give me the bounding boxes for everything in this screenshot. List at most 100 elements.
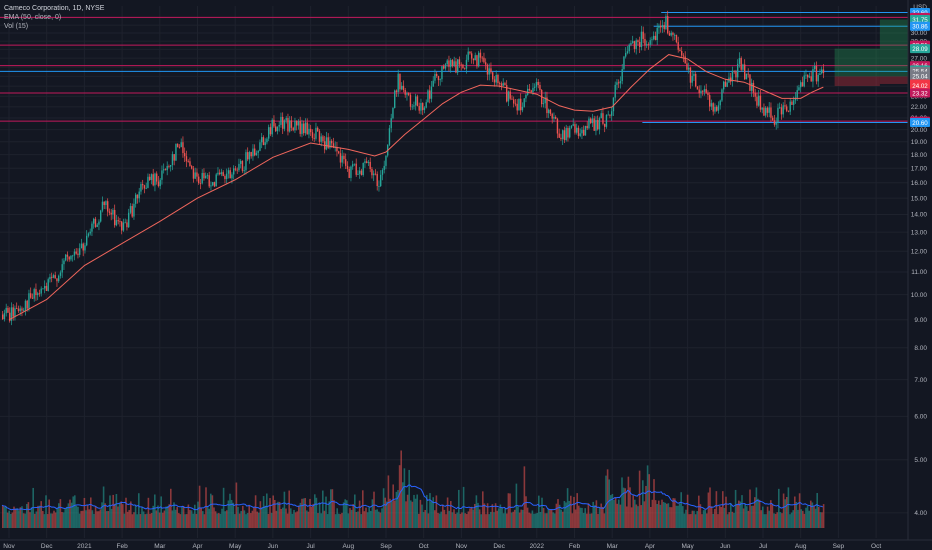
- candle-body: [591, 118, 594, 124]
- volume-bar: [88, 509, 90, 528]
- candle-body: [661, 25, 664, 28]
- volume-bar: [122, 504, 124, 528]
- volume-bar: [355, 512, 358, 528]
- volume-bar: [70, 502, 73, 528]
- symbol-title[interactable]: Cameco Corporation, 1D, NYSE: [4, 5, 105, 12]
- volume-bar: [269, 498, 271, 528]
- candle-body: [497, 74, 499, 84]
- indicator-ema-label[interactable]: EMA (50, close, 0): [4, 14, 62, 21]
- volume-bar: [624, 488, 626, 528]
- volume-bar: [541, 497, 543, 528]
- candle-body: [303, 123, 305, 134]
- volume-bar: [203, 514, 206, 528]
- volume-bar: [290, 508, 292, 528]
- candle-body: [562, 130, 564, 140]
- volume-bar: [99, 509, 102, 528]
- candle-body: [273, 119, 275, 127]
- candle-body: [381, 169, 384, 175]
- candle-body: [726, 82, 728, 87]
- candle-body: [695, 73, 697, 87]
- candle-body: [602, 113, 604, 124]
- volume-bar: [450, 501, 452, 528]
- y-tick-label: 30.00: [911, 30, 928, 37]
- indicator-vol-label[interactable]: Vol (15): [4, 23, 29, 30]
- volume-bar: [546, 513, 548, 528]
- volume-bar: [286, 513, 289, 528]
- candle-body: [385, 155, 387, 166]
- candle-body: [532, 87, 534, 93]
- volume-bar: [358, 500, 361, 528]
- volume-bar: [522, 509, 524, 528]
- candle-body: [122, 222, 125, 231]
- candle-body: [266, 138, 268, 143]
- candle-body: [10, 307, 13, 321]
- volume-bar: [803, 513, 806, 528]
- candle-body: [576, 127, 578, 133]
- volume-bar: [651, 499, 654, 528]
- volume-bar: [138, 493, 140, 528]
- volume-bar: [786, 496, 788, 528]
- volume-bar: [246, 513, 249, 528]
- volume-bar: [603, 513, 606, 528]
- candle-body: [516, 103, 518, 111]
- volume-bar: [347, 513, 350, 528]
- volume-bar: [398, 465, 401, 528]
- volume-bar: [570, 495, 572, 528]
- volume-bar: [755, 487, 758, 528]
- volume-bar: [611, 493, 614, 528]
- candle-body: [577, 127, 580, 136]
- volume-bar: [818, 506, 820, 528]
- volume-bar: [302, 498, 305, 528]
- candle-body: [16, 308, 18, 309]
- volume-bar: [328, 501, 330, 528]
- candle-body: [723, 81, 725, 90]
- volume-bar: [106, 511, 108, 528]
- volume-bar: [371, 499, 374, 528]
- volume-bar: [282, 507, 284, 528]
- candle-body: [42, 288, 44, 290]
- candle-body: [19, 308, 21, 312]
- time-axis: Nov Dec 2021 Feb Mar Apr May Jun Jul Aug Sep Oct Nov…: [0, 539, 932, 550]
- candle-body: [115, 220, 118, 226]
- candle-body: [96, 224, 98, 227]
- volume-bar: [806, 505, 809, 528]
- candle-body: [651, 39, 653, 41]
- volume-bar: [331, 489, 334, 528]
- candle-body: [441, 66, 443, 80]
- volume-bar: [178, 513, 180, 528]
- candle-body: [255, 152, 258, 156]
- volume-bar: [418, 513, 420, 528]
- volume-bar: [234, 514, 236, 528]
- volume-bar: [338, 513, 340, 528]
- volume-bar: [314, 494, 316, 528]
- candle-body: [213, 182, 216, 187]
- volume-bar: [488, 514, 490, 528]
- volume-bar: [437, 512, 439, 528]
- candle-body: [521, 106, 524, 111]
- candle-body: [5, 307, 7, 314]
- volume-bar: [357, 511, 359, 528]
- candle-body: [558, 133, 560, 138]
- candle-body: [121, 221, 123, 231]
- x-tick-label: Feb: [569, 543, 581, 550]
- candle-body: [768, 107, 770, 113]
- volume-bar: [637, 506, 639, 528]
- volume-bar: [618, 499, 620, 528]
- candle-body: [317, 127, 319, 132]
- candle-body: [371, 168, 373, 176]
- volume-bar: [725, 496, 727, 528]
- volume-bar: [594, 505, 596, 528]
- candle-body: [598, 118, 601, 130]
- candle-body: [535, 81, 538, 87]
- volume-bar: [58, 503, 60, 528]
- candle-body: [128, 212, 130, 228]
- volume-bar: [174, 509, 177, 528]
- candle-body: [493, 79, 496, 83]
- candle-body: [114, 209, 116, 226]
- volume-bar: [590, 513, 593, 528]
- candle-body: [810, 76, 812, 82]
- candle-body: [142, 184, 144, 186]
- candle-body: [233, 168, 235, 175]
- candle-body: [812, 68, 814, 82]
